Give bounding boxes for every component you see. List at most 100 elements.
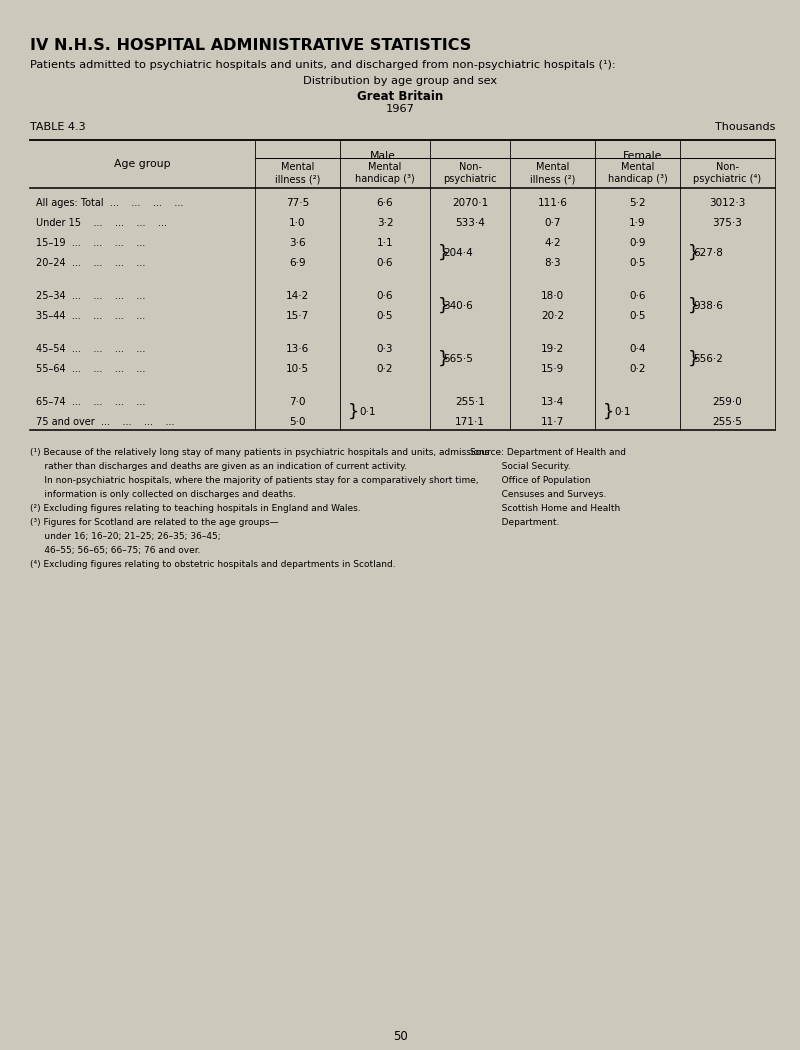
Text: 0·1: 0·1 bbox=[614, 407, 631, 417]
Text: Mental
handicap (³): Mental handicap (³) bbox=[355, 162, 415, 184]
Text: 3012·3: 3012·3 bbox=[710, 198, 746, 208]
Text: Mental
illness (²): Mental illness (²) bbox=[275, 162, 320, 184]
Text: 3·6: 3·6 bbox=[289, 238, 306, 248]
Text: 19·2: 19·2 bbox=[541, 344, 564, 354]
Text: 20–24  ...    ...    ...    ...: 20–24 ... ... ... ... bbox=[36, 258, 146, 268]
Text: 1·1: 1·1 bbox=[377, 238, 394, 248]
Text: 375·3: 375·3 bbox=[713, 218, 742, 228]
Text: (⁴) Excluding figures relating to obstetric hospitals and departments in Scotlan: (⁴) Excluding figures relating to obstet… bbox=[30, 560, 396, 569]
Text: 565·5: 565·5 bbox=[443, 354, 473, 364]
Text: 1·9: 1·9 bbox=[629, 218, 646, 228]
Text: 0·6: 0·6 bbox=[630, 291, 646, 301]
Text: 255·5: 255·5 bbox=[713, 417, 742, 427]
Text: 556·2: 556·2 bbox=[693, 354, 723, 364]
Text: (²) Excluding figures relating to teaching hospitals in England and Wales.: (²) Excluding figures relating to teachi… bbox=[30, 504, 361, 513]
Text: 0·6: 0·6 bbox=[377, 291, 394, 301]
Text: Mental
illness (²): Mental illness (²) bbox=[530, 162, 575, 184]
Text: (³) Figures for Scotland are related to the age groups—: (³) Figures for Scotland are related to … bbox=[30, 518, 278, 527]
Text: 2070·1: 2070·1 bbox=[452, 198, 488, 208]
Text: 938·6: 938·6 bbox=[693, 301, 723, 311]
Text: 14·2: 14·2 bbox=[286, 291, 309, 301]
Text: 204·4: 204·4 bbox=[443, 248, 473, 258]
Text: }: } bbox=[603, 403, 614, 421]
Text: 111·6: 111·6 bbox=[538, 198, 567, 208]
Text: 5·0: 5·0 bbox=[290, 417, 306, 427]
Text: 15·7: 15·7 bbox=[286, 311, 309, 321]
Text: Scottish Home and Health: Scottish Home and Health bbox=[470, 504, 620, 513]
Text: 65–74  ...    ...    ...    ...: 65–74 ... ... ... ... bbox=[36, 397, 146, 407]
Text: Male: Male bbox=[370, 151, 395, 161]
Text: Great Britain: Great Britain bbox=[357, 90, 443, 103]
Text: }: } bbox=[688, 350, 699, 368]
Text: 0·3: 0·3 bbox=[377, 344, 394, 354]
Text: 11·7: 11·7 bbox=[541, 417, 564, 427]
Text: 7·0: 7·0 bbox=[290, 397, 306, 407]
Text: }: } bbox=[438, 297, 450, 315]
Text: Non-
psychiatric (⁴): Non- psychiatric (⁴) bbox=[694, 162, 762, 184]
Text: 0·5: 0·5 bbox=[630, 258, 646, 268]
Text: Distribution by age group and sex: Distribution by age group and sex bbox=[303, 76, 497, 86]
Text: 13·4: 13·4 bbox=[541, 397, 564, 407]
Text: All ages: Total  ...    ...    ...    ...: All ages: Total ... ... ... ... bbox=[36, 198, 183, 208]
Text: 1967: 1967 bbox=[386, 104, 414, 114]
Text: 35–44  ...    ...    ...    ...: 35–44 ... ... ... ... bbox=[36, 311, 146, 321]
Text: 15–19  ...    ...    ...    ...: 15–19 ... ... ... ... bbox=[36, 238, 146, 248]
Text: Under 15    ...    ...    ...    ...: Under 15 ... ... ... ... bbox=[36, 218, 167, 228]
Text: 0·6: 0·6 bbox=[377, 258, 394, 268]
Text: 0·5: 0·5 bbox=[630, 311, 646, 321]
Text: 627·8: 627·8 bbox=[693, 248, 723, 258]
Text: 15·9: 15·9 bbox=[541, 364, 564, 374]
Text: 5·2: 5·2 bbox=[629, 198, 646, 208]
Text: }: } bbox=[438, 244, 450, 262]
Text: 171·1: 171·1 bbox=[455, 417, 485, 427]
Text: Patients admitted to psychiatric hospitals and units, and discharged from non-ps: Patients admitted to psychiatric hospita… bbox=[30, 60, 616, 70]
Text: 55–64  ...    ...    ...    ...: 55–64 ... ... ... ... bbox=[36, 364, 146, 374]
Text: 45–54  ...    ...    ...    ...: 45–54 ... ... ... ... bbox=[36, 344, 146, 354]
Text: 3·2: 3·2 bbox=[377, 218, 394, 228]
Text: 340·6: 340·6 bbox=[443, 301, 473, 311]
Text: information is only collected on discharges and deaths.: information is only collected on dischar… bbox=[30, 490, 296, 499]
Text: Thousands: Thousands bbox=[714, 122, 775, 132]
Text: Age group: Age group bbox=[114, 159, 171, 169]
Text: Censuses and Surveys.: Censuses and Surveys. bbox=[470, 490, 606, 499]
Text: 0·1: 0·1 bbox=[360, 407, 376, 417]
Text: 6·9: 6·9 bbox=[289, 258, 306, 268]
Text: 0·5: 0·5 bbox=[377, 311, 394, 321]
Text: 1·0: 1·0 bbox=[290, 218, 306, 228]
Text: (¹) Because of the relatively long stay of many patients in psychiatric hospital: (¹) Because of the relatively long stay … bbox=[30, 448, 490, 457]
Text: 25–34  ...    ...    ...    ...: 25–34 ... ... ... ... bbox=[36, 291, 146, 301]
Text: }: } bbox=[688, 244, 699, 262]
Text: 533·4: 533·4 bbox=[455, 218, 485, 228]
Text: }: } bbox=[348, 403, 359, 421]
Text: 10·5: 10·5 bbox=[286, 364, 309, 374]
Text: Office of Population: Office of Population bbox=[470, 476, 590, 485]
Text: Source: Department of Health and: Source: Department of Health and bbox=[470, 448, 626, 457]
Text: 6·6: 6·6 bbox=[377, 198, 394, 208]
Text: 0·2: 0·2 bbox=[630, 364, 646, 374]
Text: Mental
handicap (³): Mental handicap (³) bbox=[608, 162, 667, 184]
Text: under 16; 16–20; 21–25; 26–35; 36–45;: under 16; 16–20; 21–25; 26–35; 36–45; bbox=[30, 532, 221, 541]
Text: 20·2: 20·2 bbox=[541, 311, 564, 321]
Text: 75 and over  ...    ...    ...    ...: 75 and over ... ... ... ... bbox=[36, 417, 174, 427]
Text: IV N.H.S. HOSPITAL ADMINISTRATIVE STATISTICS: IV N.H.S. HOSPITAL ADMINISTRATIVE STATIS… bbox=[30, 38, 471, 52]
Text: 77·5: 77·5 bbox=[286, 198, 309, 208]
Text: 13·6: 13·6 bbox=[286, 344, 309, 354]
Text: 259·0: 259·0 bbox=[713, 397, 742, 407]
Text: Social Security.: Social Security. bbox=[470, 462, 570, 471]
Text: }: } bbox=[688, 297, 699, 315]
Text: TABLE 4.3: TABLE 4.3 bbox=[30, 122, 86, 132]
Text: 0·2: 0·2 bbox=[377, 364, 394, 374]
Text: 18·0: 18·0 bbox=[541, 291, 564, 301]
Text: 8·3: 8·3 bbox=[544, 258, 561, 268]
Text: 46–55; 56–65; 66–75; 76 and over.: 46–55; 56–65; 66–75; 76 and over. bbox=[30, 546, 201, 555]
Text: 4·2: 4·2 bbox=[544, 238, 561, 248]
Text: 0·9: 0·9 bbox=[630, 238, 646, 248]
Text: }: } bbox=[438, 350, 450, 368]
Text: 0·4: 0·4 bbox=[630, 344, 646, 354]
Text: In non-psychiatric hospitals, where the majority of patients stay for a comparat: In non-psychiatric hospitals, where the … bbox=[30, 476, 478, 485]
Text: rather than discharges and deaths are given as an indication of current activity: rather than discharges and deaths are gi… bbox=[30, 462, 407, 471]
Text: Non-
psychiatric: Non- psychiatric bbox=[443, 162, 497, 184]
Text: Female: Female bbox=[623, 151, 662, 161]
Text: 50: 50 bbox=[393, 1030, 407, 1043]
Text: Department.: Department. bbox=[470, 518, 559, 527]
